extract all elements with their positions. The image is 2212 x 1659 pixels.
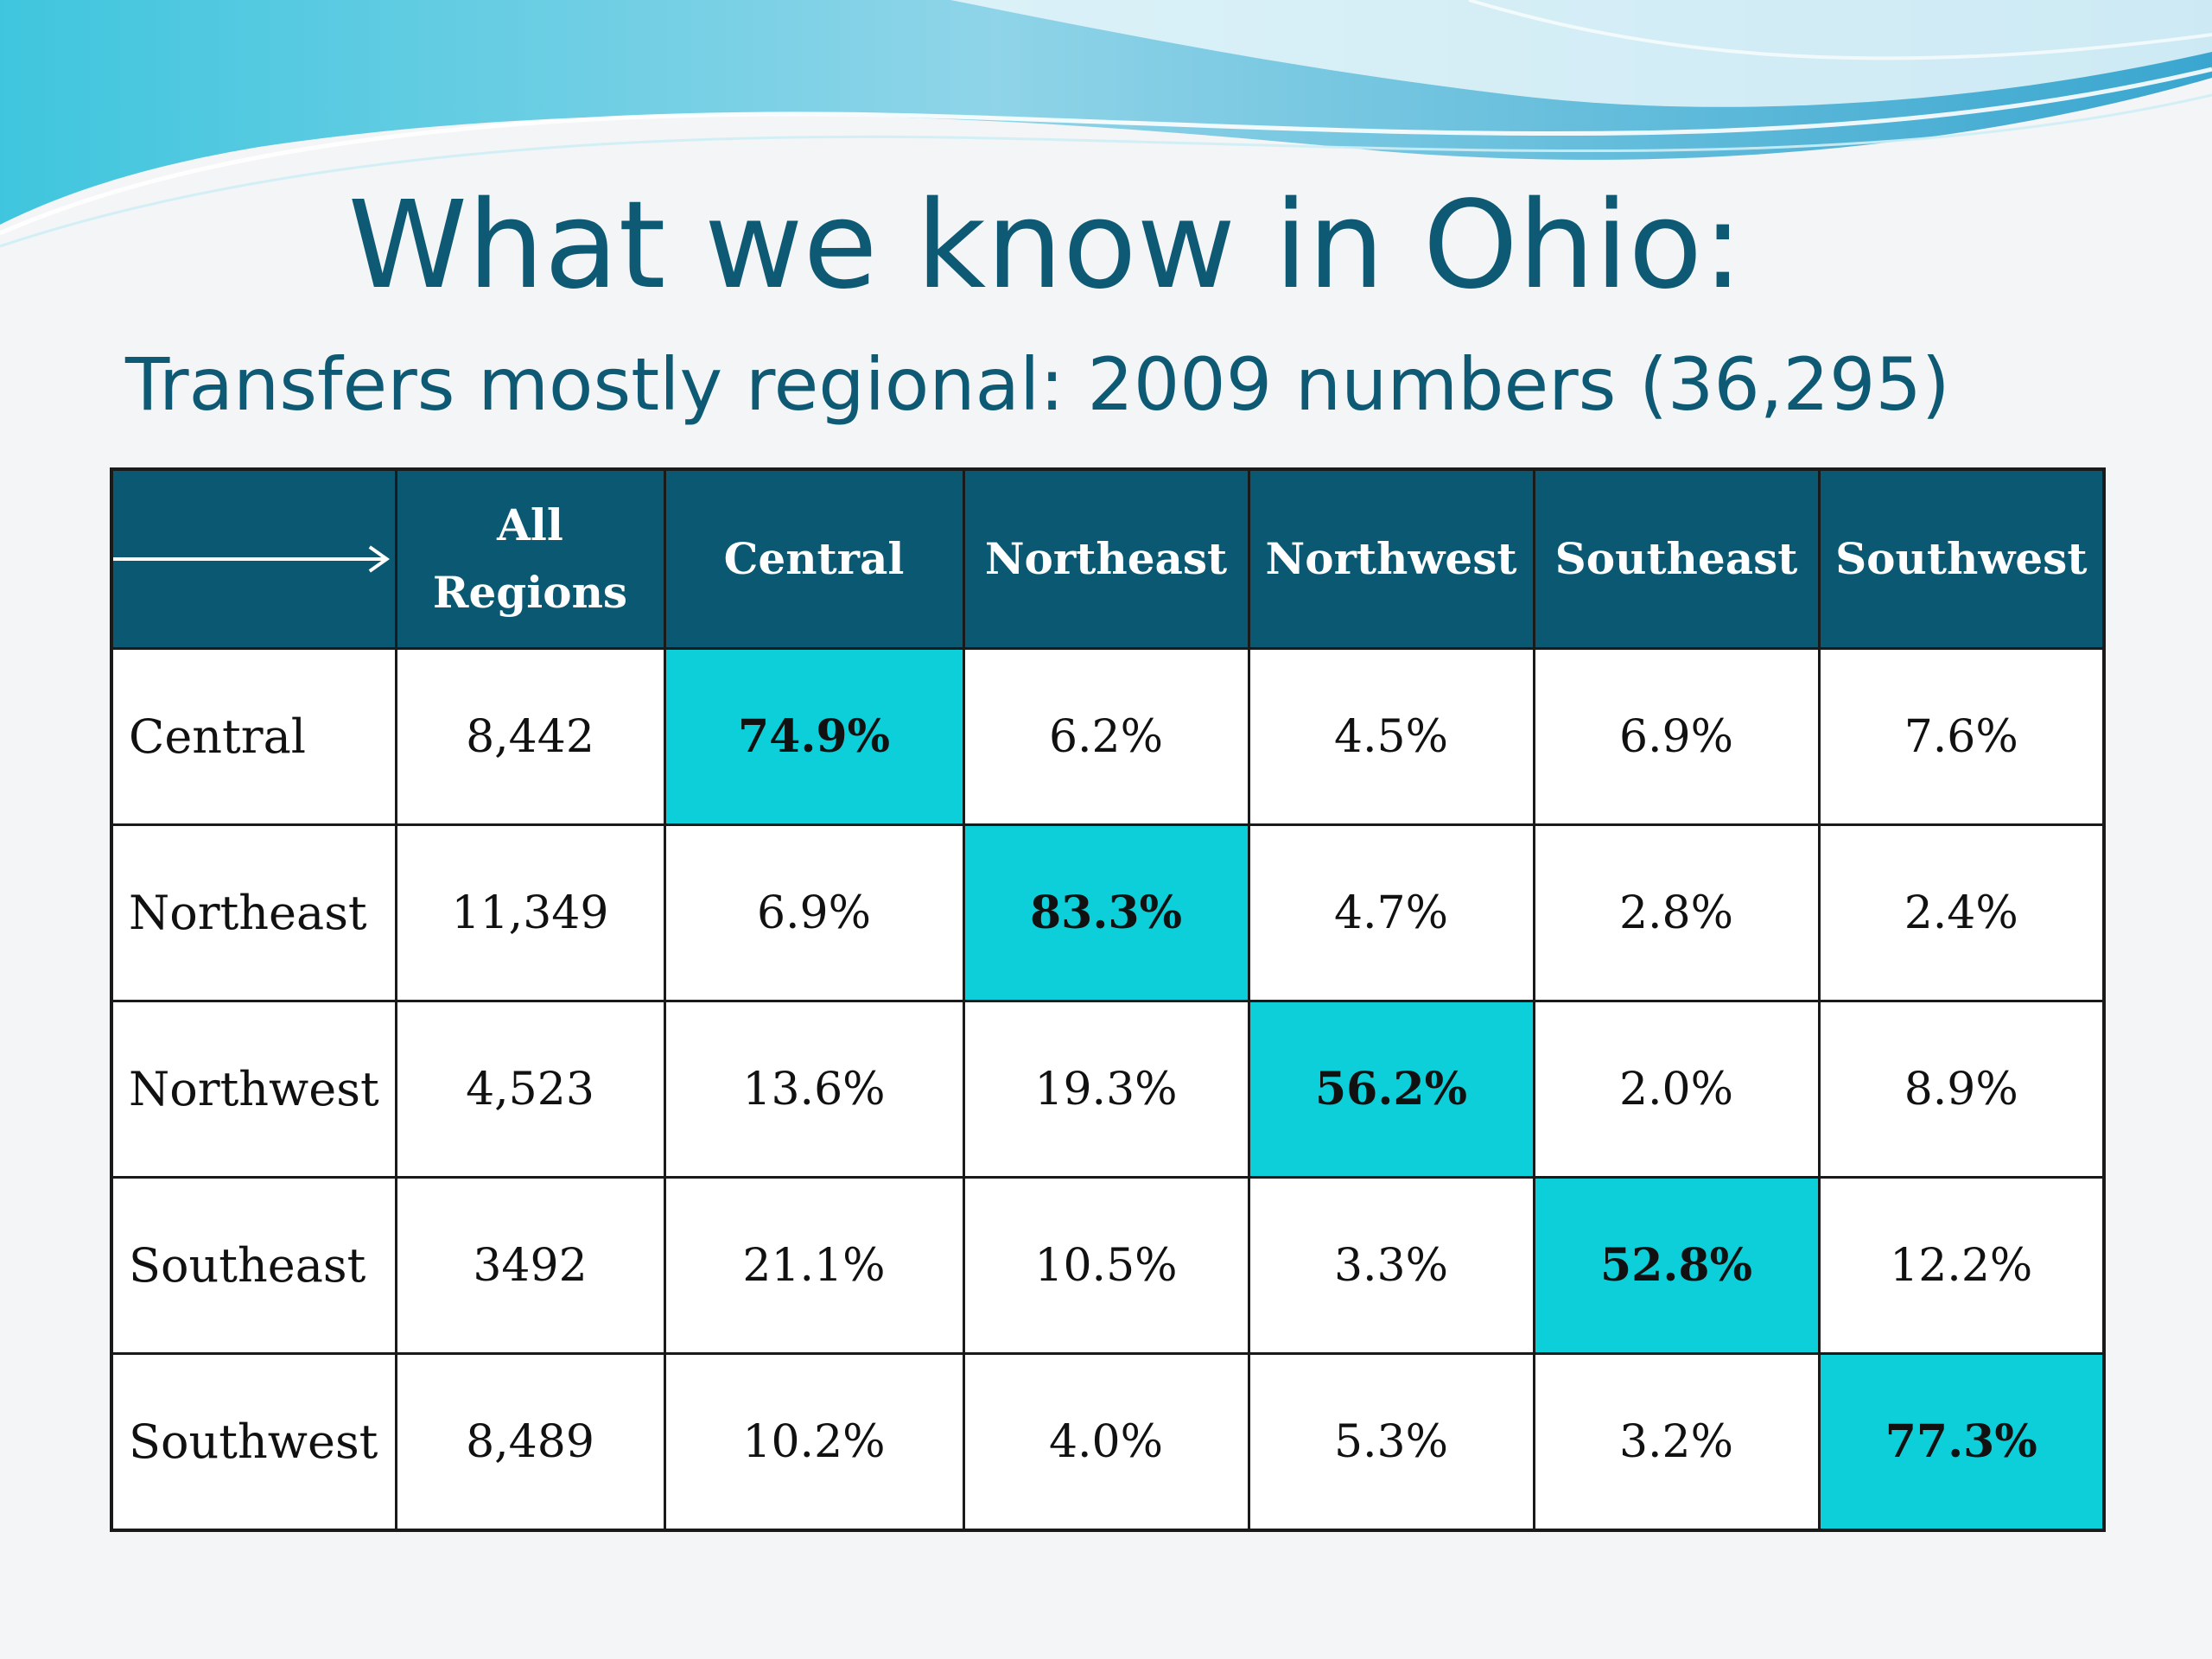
row-label-southwest: Southwest	[110, 1352, 397, 1532]
highlighted-cell: 56.2%	[1247, 1000, 1535, 1179]
table-cell: 4.7%	[1247, 823, 1535, 1002]
table-cell: 19.3%	[962, 1000, 1250, 1179]
highlighted-cell: 52.8%	[1532, 1176, 1821, 1355]
column-header-southwest: Southwest	[1817, 467, 2106, 650]
row-label-southeast: Southeast	[110, 1176, 397, 1355]
table-cell: 3492	[394, 1176, 666, 1355]
column-header-northwest: Northwest	[1247, 467, 1535, 650]
column-header-all-regions: All Regions	[394, 467, 666, 650]
table-row-southwest: Southwest 8,489 10.2% 4.0% 5.3% 3.2% 77.…	[110, 1352, 2106, 1532]
table-row-southeast: Southeast 3492 21.1% 10.5% 3.3% 52.8% 12…	[110, 1176, 2106, 1355]
slide-subtitle: Transfers mostly regional: 2009 numbers …	[125, 342, 1950, 427]
table-cell: 21.1%	[663, 1176, 965, 1355]
table-cell: 4.5%	[1247, 647, 1535, 826]
highlighted-cell: 74.9%	[663, 647, 965, 826]
table-cell: 13.6%	[663, 1000, 965, 1179]
table-cell: 8.9%	[1817, 1000, 2106, 1179]
table-cell: 6.9%	[663, 823, 965, 1002]
table-cell: 8,442	[394, 647, 666, 826]
table-cell: 12.2%	[1817, 1176, 2106, 1355]
table-cell: 6.2%	[962, 647, 1250, 826]
table-cell: 2.8%	[1532, 823, 1821, 1002]
column-header-northeast: Northeast	[962, 467, 1250, 650]
row-label-central: Central	[110, 647, 397, 826]
table-row-central: Central 8,442 74.9% 6.2% 4.5% 6.9% 7.6%	[110, 647, 2106, 826]
table-cell: 10.5%	[962, 1176, 1250, 1355]
column-header-southeast: Southeast	[1532, 467, 1821, 650]
table-cell: 3.3%	[1247, 1176, 1535, 1355]
table-row-northeast: Northeast 11,349 6.9% 83.3% 4.7% 2.8% 2.…	[110, 823, 2106, 1002]
header-row: All Regions Central Northeast Northwest …	[110, 467, 2106, 650]
table-cell: 2.4%	[1817, 823, 2106, 1002]
table-cell: 5.3%	[1247, 1352, 1535, 1532]
right-arrow-icon	[113, 545, 391, 573]
table-cell: 11,349	[394, 823, 666, 1002]
table-cell: 6.9%	[1532, 647, 1821, 826]
table-cell: 3.2%	[1532, 1352, 1821, 1532]
table-row-northwest: Northwest 4,523 13.6% 19.3% 56.2% 2.0% 8…	[110, 1000, 2106, 1179]
row-label-northwest: Northwest	[110, 1000, 397, 1179]
table-cell: 10.2%	[663, 1352, 965, 1532]
table-cell: 4.0%	[962, 1352, 1250, 1532]
row-label-northeast: Northeast	[110, 823, 397, 1002]
table-cell: 7.6%	[1817, 647, 2106, 826]
table-cell: 4,523	[394, 1000, 666, 1179]
background-waves	[0, 0, 2212, 248]
column-header-central: Central	[663, 467, 965, 650]
slide-title: What we know in Ohio:	[347, 175, 1744, 316]
highlighted-cell: 77.3%	[1817, 1352, 2106, 1532]
table-cell: 8,489	[394, 1352, 666, 1532]
corner-header-cell	[110, 467, 397, 650]
table-cell: 2.0%	[1532, 1000, 1821, 1179]
regional-transfer-table: All Regions Central Northeast Northwest …	[110, 467, 2106, 1532]
highlighted-cell: 83.3%	[962, 823, 1250, 1002]
